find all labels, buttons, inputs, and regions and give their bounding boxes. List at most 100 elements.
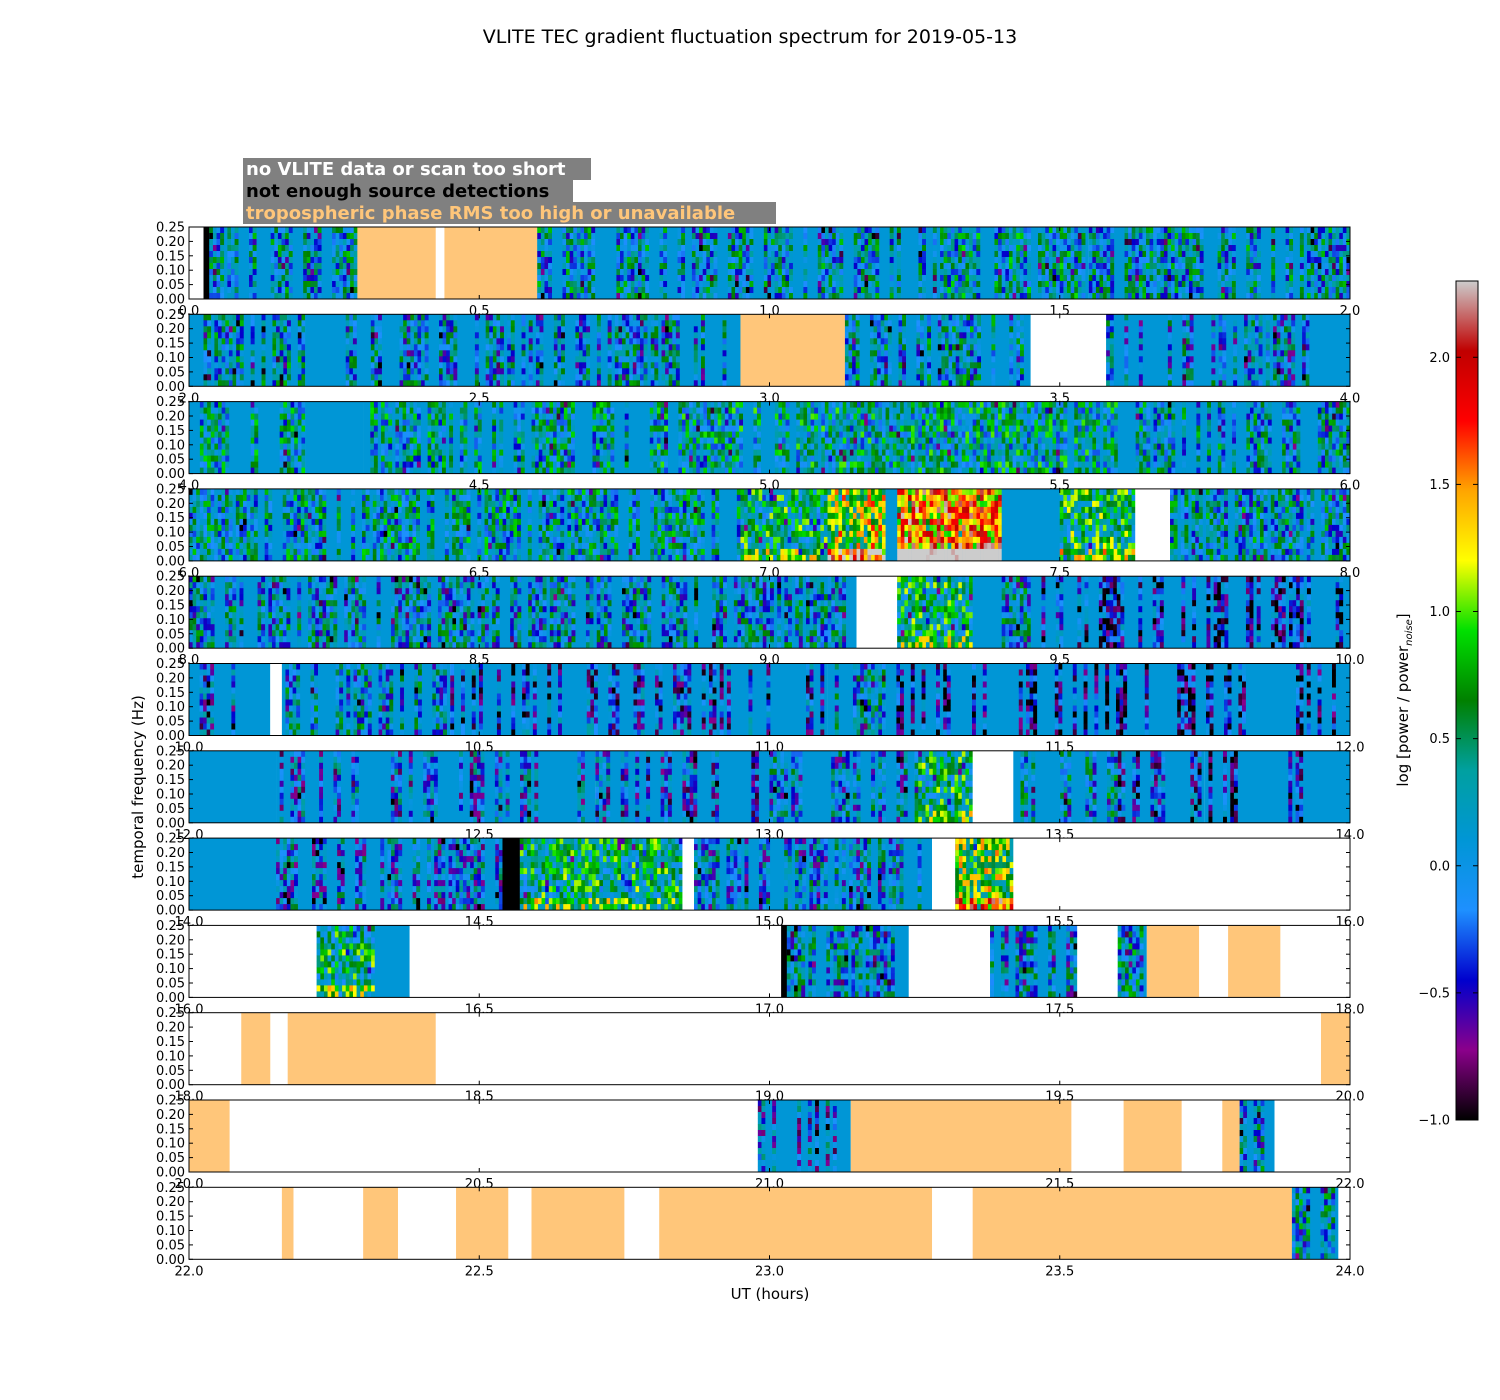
segment-quiet — [374, 925, 410, 998]
y-tick-label: 0.20 — [156, 846, 185, 861]
segment-data — [844, 314, 1031, 387]
segment-data — [189, 576, 857, 649]
segment-data — [897, 576, 973, 649]
y-tick-label: 0.00 — [156, 904, 185, 919]
y-tick-label: 0.05 — [156, 889, 185, 904]
panel-2: 0.000.050.100.150.200.254.0 4.5 5.0 5.5 6.0 — [156, 395, 1360, 494]
panel-0: 0.000.050.100.150.200.250.0 0.5 1.0 1.5 2.0 — [156, 221, 1360, 320]
segment-none — [682, 838, 695, 911]
segment-none — [1135, 488, 1171, 561]
segment-nodet — [203, 227, 210, 299]
segment-data — [827, 663, 886, 736]
segment-none — [1199, 925, 1229, 998]
segment-data — [1117, 925, 1147, 998]
segment-data — [1291, 1187, 1339, 1260]
y-tick-label: 0.15 — [156, 424, 185, 439]
y-tick-label: 0.05 — [156, 977, 185, 992]
y-tick-label: 0.20 — [156, 497, 185, 512]
y-tick-label: 0.15 — [156, 1122, 185, 1137]
y-tick-label: 0.10 — [156, 438, 185, 453]
y-tick-label: 0.25 — [156, 221, 185, 236]
y-tick-label: 0.10 — [156, 613, 185, 628]
segment-data — [1239, 1100, 1275, 1172]
y-tick-label: 0.10 — [156, 875, 185, 890]
segment-trop — [659, 1187, 933, 1260]
y-tick-label: 0.10 — [156, 700, 185, 715]
y-tick-label: 0.20 — [156, 584, 185, 599]
segment-trop — [281, 1187, 294, 1260]
segment-data — [1170, 488, 1350, 561]
segment-none — [1013, 838, 1350, 911]
segment-trop — [363, 1187, 399, 1260]
y-tick-label: 0.15 — [156, 948, 185, 963]
segment-data — [914, 750, 973, 823]
panel-3: 0.000.050.100.150.200.256.0 6.5 7.0 7.5 8.0 — [156, 482, 1360, 581]
y-tick-label: 0.20 — [156, 1195, 185, 1210]
y-tick-label: 0.10 — [156, 788, 185, 803]
segment-data — [943, 227, 1089, 299]
segment-trop — [972, 1187, 1293, 1260]
y-tick-label: 0.00 — [156, 1253, 185, 1268]
colorbar-gradient — [1455, 280, 1479, 1121]
segment-none — [189, 925, 318, 998]
segment-quiet — [305, 314, 347, 387]
y-tick-label: 0.05 — [156, 278, 185, 293]
y-tick-label: 0.25 — [156, 657, 185, 672]
segment-data — [769, 750, 915, 823]
segment-none — [508, 1187, 532, 1260]
segment-data — [189, 488, 741, 561]
segment-trop — [850, 1100, 1072, 1172]
segment-data — [281, 663, 451, 736]
segment-trop — [287, 1012, 437, 1085]
segment-none — [435, 1012, 1322, 1085]
y-tick-label: 0.25 — [156, 395, 185, 410]
colorbar-tick-label: 2.0 — [1429, 351, 1450, 366]
segment-none — [397, 1187, 457, 1260]
segment-data — [209, 227, 358, 299]
segment-none — [189, 1012, 242, 1085]
y-tick-label: 0.00 — [156, 816, 185, 831]
x-tick-label: 22.5 — [465, 1264, 494, 1279]
colorbar-label: log [power / powernoise] — [1394, 613, 1415, 786]
segment-data — [1059, 488, 1136, 561]
y-tick-label: 0.25 — [156, 919, 185, 934]
segment-none — [908, 925, 991, 998]
legend-entry: no VLITE data or scan too short — [246, 159, 566, 180]
y-tick-label: 0.00 — [156, 1166, 185, 1181]
x-tick-label: 24.0 — [1336, 1264, 1365, 1279]
segment-data — [1030, 576, 1350, 649]
y-tick-label: 0.20 — [156, 1021, 185, 1036]
x-tick-label: 23.0 — [755, 1264, 784, 1279]
segment-none — [189, 1187, 283, 1260]
segment-none — [1077, 925, 1119, 998]
segment-none — [435, 227, 445, 299]
segment-data — [897, 488, 1002, 561]
segment-trop — [357, 227, 437, 299]
segment-nodet — [502, 838, 521, 911]
segment-nodet — [781, 925, 788, 998]
panel-4: 0.000.050.100.150.200.258.0 8.5 9.0 9.5 10.0 — [156, 570, 1364, 669]
segment-none — [972, 750, 1014, 823]
segment-none — [1280, 925, 1350, 998]
y-tick-label: 0.20 — [156, 410, 185, 425]
y-tick-label: 0.20 — [156, 759, 185, 774]
y-tick-label: 0.10 — [156, 351, 185, 366]
y-tick-label: 0.25 — [156, 570, 185, 585]
segment-none — [1274, 1100, 1350, 1172]
colorbar-tick-label: 0.5 — [1429, 732, 1450, 747]
y-tick-label: 0.20 — [156, 671, 185, 686]
segment-none — [932, 1187, 973, 1260]
segment-data — [1088, 227, 1350, 299]
segment-none — [270, 663, 283, 736]
y-tick-label: 0.00 — [156, 554, 185, 569]
segment-data — [653, 401, 886, 474]
segment-quiet — [305, 401, 364, 474]
segment-trop — [444, 227, 538, 299]
y-tick-label: 0.15 — [156, 1210, 185, 1225]
x-tick-label: 22.0 — [175, 1264, 204, 1279]
colorbar: −1.0 −0.5 0.0 0.5 1.0 1.5 2.0 log [power / powe… — [1394, 280, 1479, 1129]
